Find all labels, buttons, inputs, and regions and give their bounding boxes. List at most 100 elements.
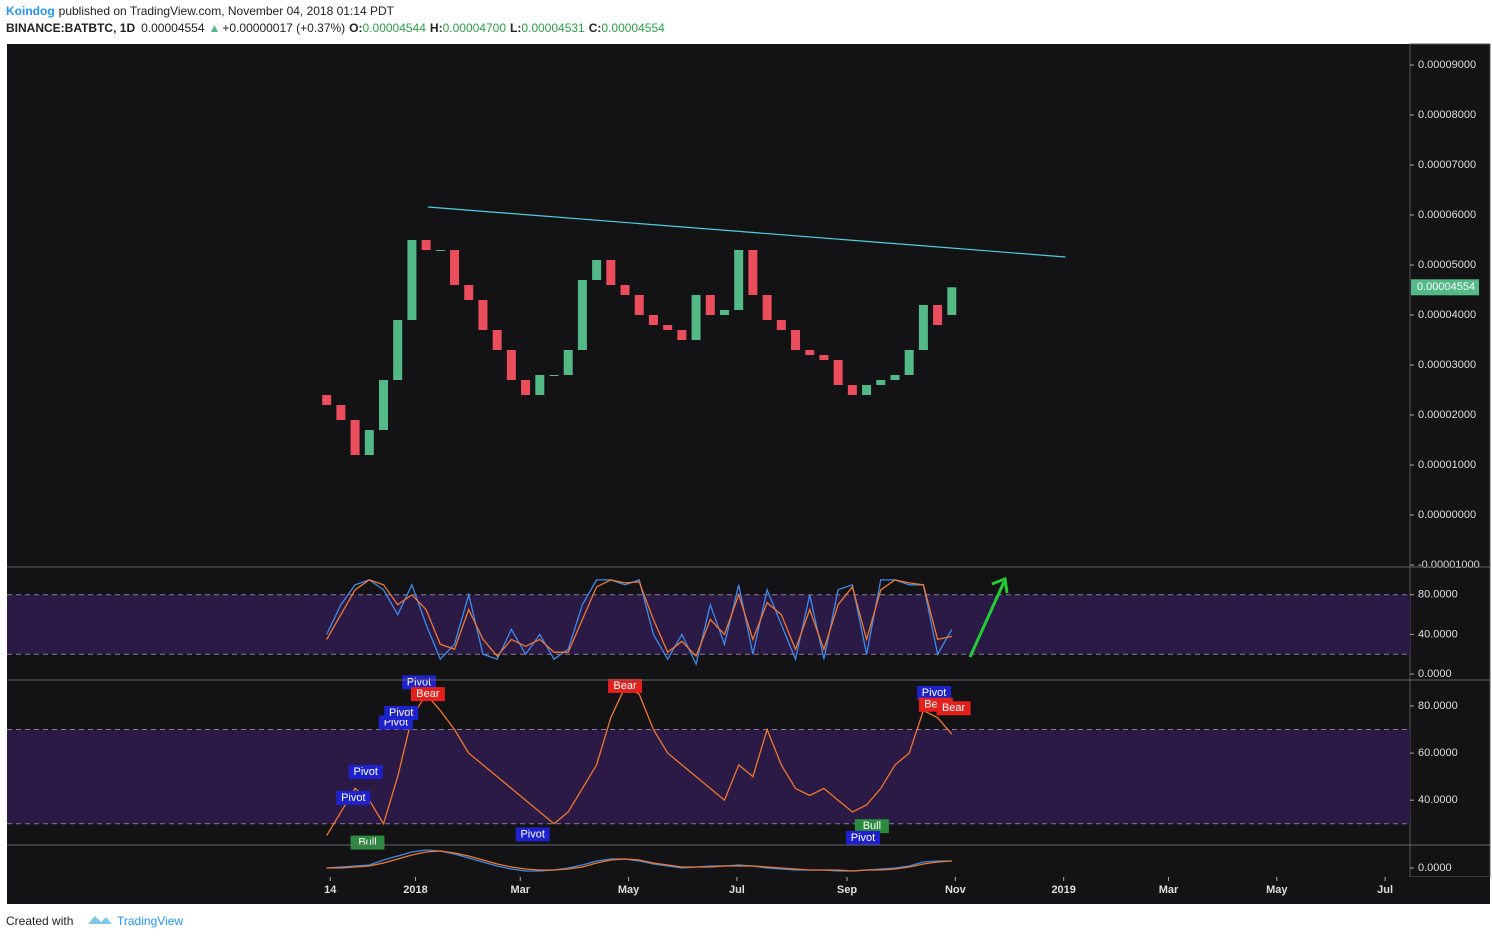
symbol: BINANCE:BATBTC, 1D bbox=[6, 21, 135, 35]
y-tick-label: 0.0000 bbox=[1418, 668, 1452, 680]
y-tick-label: 0.0000 bbox=[1418, 862, 1452, 874]
signal-label: Pivot bbox=[407, 676, 431, 688]
candle bbox=[620, 285, 630, 295]
y-tick-label: 0.00007000 bbox=[1418, 159, 1476, 171]
candle bbox=[776, 320, 786, 330]
series-line bbox=[326, 850, 952, 872]
x-tick-label: 2019 bbox=[1051, 884, 1075, 896]
signal-box bbox=[336, 790, 371, 805]
signal-box bbox=[608, 678, 643, 693]
signal-label: Pivot bbox=[354, 766, 378, 778]
candle bbox=[833, 360, 843, 385]
signal-label: Pivot bbox=[851, 832, 875, 844]
l-value: 0.00004531 bbox=[521, 21, 585, 35]
candle bbox=[549, 375, 559, 376]
candle bbox=[947, 287, 957, 315]
x-tick-label: Jul bbox=[1377, 884, 1393, 896]
x-tick-label: 2018 bbox=[403, 884, 427, 896]
x-tick-label: Nov bbox=[945, 884, 967, 896]
y-tick-label: 0.00004000 bbox=[1418, 309, 1476, 321]
candle bbox=[719, 310, 729, 315]
c-value: 0.00004554 bbox=[601, 21, 665, 35]
candle bbox=[705, 295, 715, 315]
created-with: Created with bbox=[6, 914, 73, 928]
l-label: L: bbox=[510, 21, 521, 35]
arrow: ▲ bbox=[209, 21, 221, 35]
candle bbox=[663, 325, 673, 330]
last: 0.00004554 bbox=[141, 21, 205, 35]
y-tick-label: 0.00009000 bbox=[1418, 59, 1476, 71]
y-tick-label: -0.00001000 bbox=[1418, 559, 1480, 571]
candle bbox=[904, 350, 914, 375]
y-tick-label: 40.0000 bbox=[1418, 794, 1458, 806]
brand[interactable]: TradingView bbox=[117, 914, 183, 928]
signal-box bbox=[846, 830, 881, 845]
signal-label: Pivot bbox=[389, 707, 413, 719]
signal-label: Bear bbox=[942, 702, 966, 714]
signal-label: Bull bbox=[358, 837, 376, 849]
candle bbox=[805, 350, 815, 355]
candle bbox=[862, 385, 872, 395]
candle bbox=[563, 350, 573, 375]
signal-box bbox=[515, 827, 550, 842]
h-value: 0.00004700 bbox=[443, 21, 507, 35]
y-tick-label: 80.0000 bbox=[1418, 589, 1458, 601]
o-label: O: bbox=[349, 21, 362, 35]
published: published on TradingView.com, November 0… bbox=[59, 4, 395, 18]
author[interactable]: Koindog bbox=[6, 4, 55, 18]
signal-box bbox=[917, 685, 952, 700]
signal-label: Pivot bbox=[520, 828, 544, 840]
candle bbox=[421, 240, 431, 250]
symbol-line: BINANCE:BATBTC, 1D 0.00004554 ▲ +0.00000017… bbox=[6, 21, 665, 35]
signal-label: Bull bbox=[863, 820, 881, 832]
candle bbox=[734, 250, 744, 310]
signal-label: Bear bbox=[613, 680, 637, 692]
x-tick-label: Mar bbox=[510, 884, 530, 896]
x-tick-label: Mar bbox=[1159, 884, 1179, 896]
candle bbox=[435, 250, 445, 251]
candle bbox=[464, 285, 474, 300]
last-price-box bbox=[1411, 279, 1479, 296]
candle bbox=[691, 295, 701, 340]
candle bbox=[648, 315, 658, 325]
x-tick-label: May bbox=[1266, 884, 1288, 896]
candle bbox=[876, 380, 886, 385]
candle bbox=[379, 380, 389, 430]
candle bbox=[677, 330, 687, 340]
c-label: C: bbox=[589, 21, 602, 35]
signal-box bbox=[854, 819, 889, 834]
price-axis bbox=[1409, 43, 1491, 878]
y-tick-label: 0.00001000 bbox=[1418, 459, 1476, 471]
signal-box bbox=[936, 701, 971, 716]
candle bbox=[762, 295, 772, 320]
candle bbox=[407, 240, 417, 320]
candle bbox=[819, 355, 829, 360]
candle bbox=[890, 375, 900, 380]
candle bbox=[847, 385, 857, 395]
header-line: Koindog published on TradingView.com, Nov… bbox=[6, 4, 395, 18]
signal-label: Pivot bbox=[341, 792, 365, 804]
candle bbox=[350, 420, 360, 455]
series-line bbox=[326, 579, 952, 658]
arrow-head bbox=[991, 576, 1009, 594]
candle bbox=[634, 295, 644, 315]
signal-label: Bear bbox=[416, 688, 440, 700]
candle bbox=[492, 330, 502, 350]
candle bbox=[521, 380, 531, 395]
y-tick-label: 0.00008000 bbox=[1418, 109, 1476, 121]
candle bbox=[933, 305, 943, 325]
candle bbox=[791, 330, 801, 350]
signal-box bbox=[402, 675, 437, 690]
candle bbox=[336, 405, 346, 420]
candle bbox=[322, 395, 332, 405]
candle bbox=[918, 305, 928, 350]
logo bbox=[88, 916, 112, 924]
candle bbox=[577, 280, 587, 350]
x-tick-label: May bbox=[618, 884, 640, 896]
candle bbox=[592, 260, 602, 280]
signal-box bbox=[384, 706, 419, 720]
x-tick-label: 14 bbox=[324, 884, 337, 896]
signal-box bbox=[348, 764, 383, 779]
